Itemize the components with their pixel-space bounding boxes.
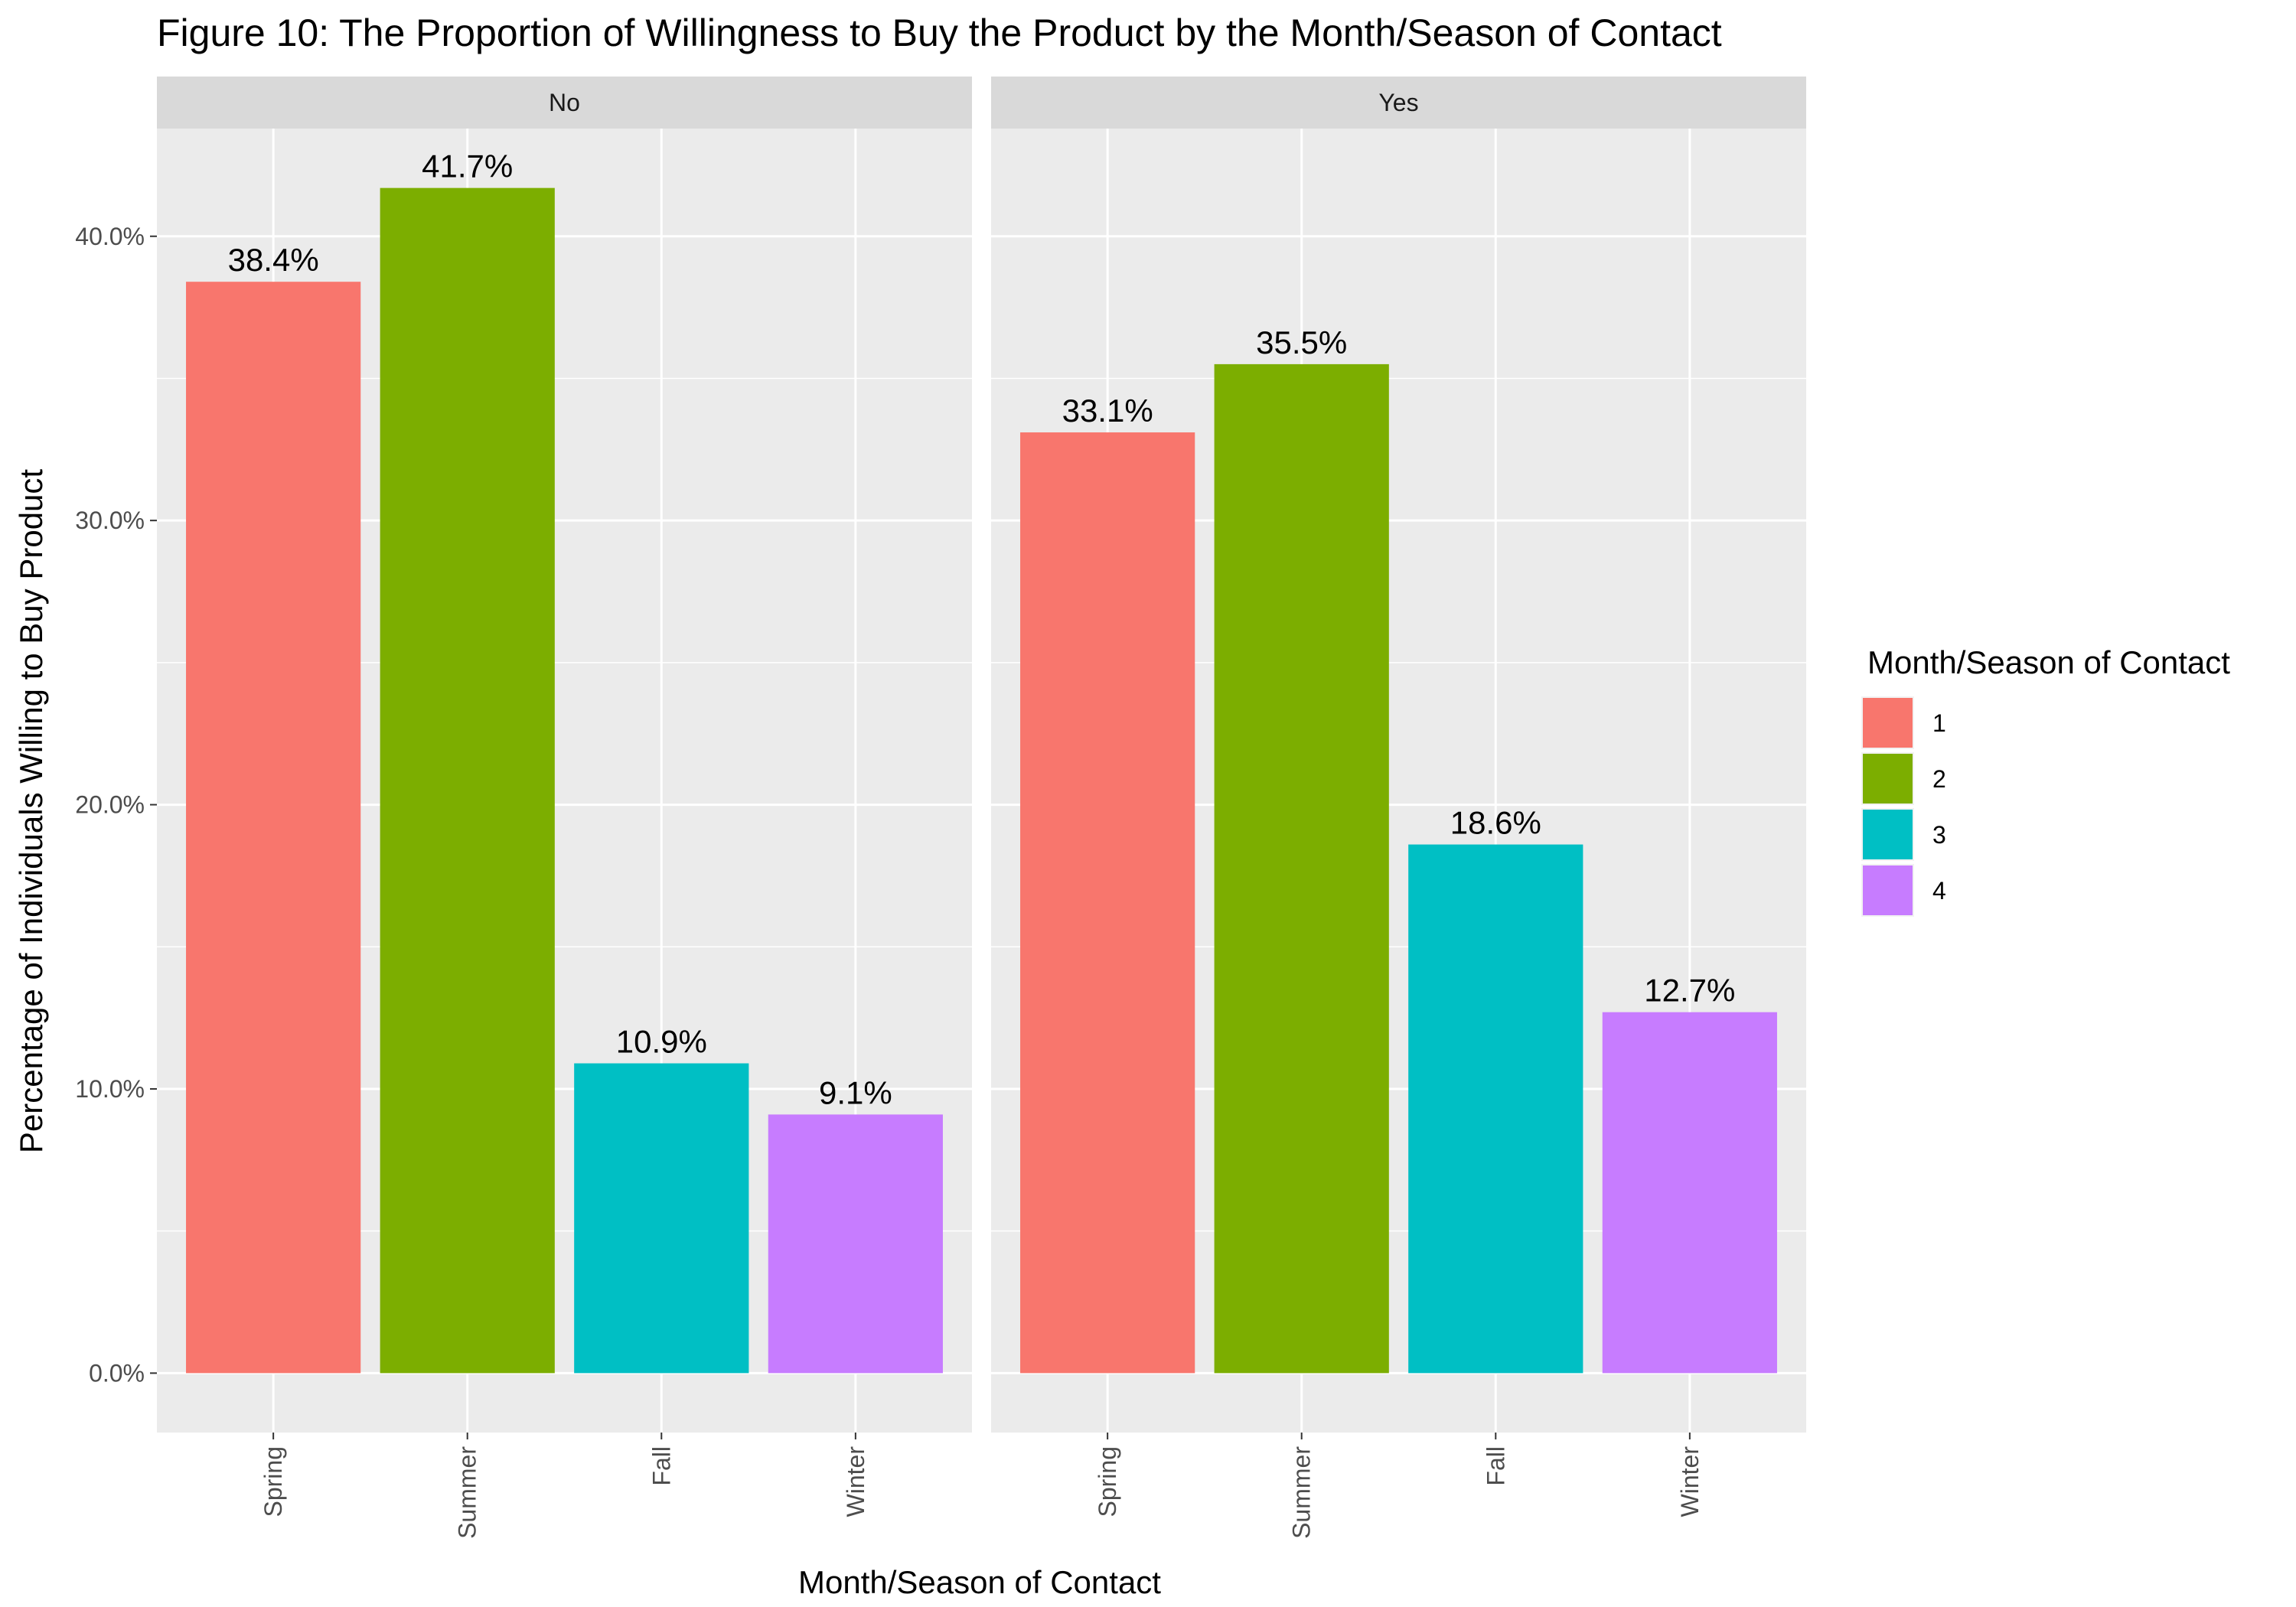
y-tick-label: 40.0% <box>75 223 145 250</box>
x-tick-label: Winter <box>1676 1446 1704 1517</box>
x-tick-label: Summer <box>1288 1446 1316 1539</box>
bar-value-label: 35.5% <box>1256 324 1347 360</box>
x-tick-label: Fall <box>647 1446 675 1486</box>
legend-label: 4 <box>1932 877 1946 905</box>
y-tick-label: 0.0% <box>89 1359 145 1387</box>
y-tick-label: 20.0% <box>75 791 145 819</box>
bar-yes-winter <box>1602 1012 1777 1374</box>
x-tick-label: Spring <box>259 1446 287 1517</box>
y-tick-label: 30.0% <box>75 507 145 534</box>
y-axis: 0.0% 10.0% 20.0% 30.0% 40.0% <box>75 223 157 1387</box>
legend-swatch <box>1863 810 1913 859</box>
legend-entries: 1 2 3 4 <box>1861 696 1946 917</box>
legend-label: 2 <box>1932 765 1946 793</box>
bar-value-label: 38.4% <box>228 242 319 278</box>
y-tick-label: 10.0% <box>75 1075 145 1103</box>
legend-label: 1 <box>1932 709 1946 737</box>
y-axis-title: Percentage of Individuals Willing to Buy… <box>13 469 49 1153</box>
facet-panels: No 38.4% 41.7% 10.9% 9.1% Spring Summer Fall Win… <box>75 77 1806 1539</box>
bar-value-label: 10.9% <box>616 1024 707 1060</box>
facet-strip <box>157 77 972 129</box>
legend-swatch <box>1863 754 1913 804</box>
facet-strip <box>991 77 1806 129</box>
x-tick-label: Spring <box>1094 1446 1121 1517</box>
bar-no-winter <box>768 1114 943 1374</box>
facet-strip-label: Yes <box>1378 89 1418 116</box>
bar-no-summer <box>380 187 555 1374</box>
x-tick-label: Fall <box>1482 1446 1509 1486</box>
facet-panel-yes: Yes 33.1% 35.5% 18.6% 12.7% Spring Summer Fall W… <box>991 77 1806 1539</box>
legend: Month/Season of Contact 1 2 3 4 <box>1861 644 2230 917</box>
legend-swatch <box>1863 865 1913 915</box>
facet-strip-label: No <box>549 89 580 116</box>
bar-value-label: 18.6% <box>1450 805 1541 841</box>
chart-title: Figure 10: The Proportion of Willingness… <box>157 11 1722 54</box>
legend-label: 3 <box>1932 821 1946 849</box>
x-tick-label: Summer <box>454 1446 481 1539</box>
bar-no-fall <box>574 1063 749 1374</box>
x-tick-label: Winter <box>842 1446 869 1517</box>
bar-value-label: 41.7% <box>422 148 513 184</box>
bar-no-spring <box>186 282 361 1374</box>
legend-title: Month/Season of Contact <box>1867 644 2230 680</box>
bar-yes-summer <box>1214 363 1389 1374</box>
bar-yes-spring <box>1020 432 1195 1374</box>
bar-value-label: 9.1% <box>819 1074 892 1110</box>
facet-panel-no: No 38.4% 41.7% 10.9% 9.1% Spring Summer Fall Win… <box>157 77 972 1539</box>
legend-swatch <box>1863 698 1913 748</box>
x-axis-title: Month/Season of Contact <box>798 1564 1161 1600</box>
bar-value-label: 12.7% <box>1644 973 1735 1009</box>
bar-yes-fall <box>1408 844 1583 1374</box>
bar-value-label: 33.1% <box>1062 393 1153 429</box>
